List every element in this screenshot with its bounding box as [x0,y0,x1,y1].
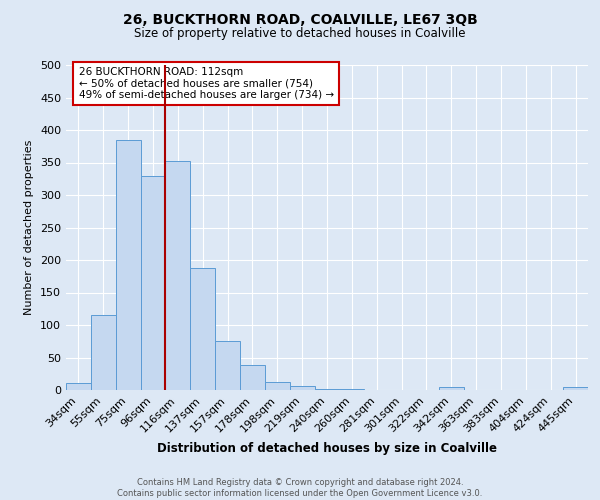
Bar [439,388,464,390]
Bar [91,314,116,390]
Bar [140,176,166,390]
Bar [66,383,91,390]
Bar [116,140,140,390]
Bar [190,268,215,390]
X-axis label: Distribution of detached houses by size in Coalville: Distribution of detached houses by size … [157,442,497,455]
Bar [265,382,290,390]
Text: Size of property relative to detached houses in Coalville: Size of property relative to detached ho… [134,28,466,40]
Text: Contains HM Land Registry data © Crown copyright and database right 2024.
Contai: Contains HM Land Registry data © Crown c… [118,478,482,498]
Bar [340,388,364,390]
Bar [166,161,190,390]
Y-axis label: Number of detached properties: Number of detached properties [25,140,34,315]
Text: 26 BUCKTHORN ROAD: 112sqm
← 50% of detached houses are smaller (754)
49% of semi: 26 BUCKTHORN ROAD: 112sqm ← 50% of detac… [79,67,334,100]
Bar [215,341,240,390]
Bar [314,388,340,390]
Bar [563,388,588,390]
Bar [290,386,314,390]
Bar [240,366,265,390]
Text: 26, BUCKTHORN ROAD, COALVILLE, LE67 3QB: 26, BUCKTHORN ROAD, COALVILLE, LE67 3QB [122,12,478,26]
